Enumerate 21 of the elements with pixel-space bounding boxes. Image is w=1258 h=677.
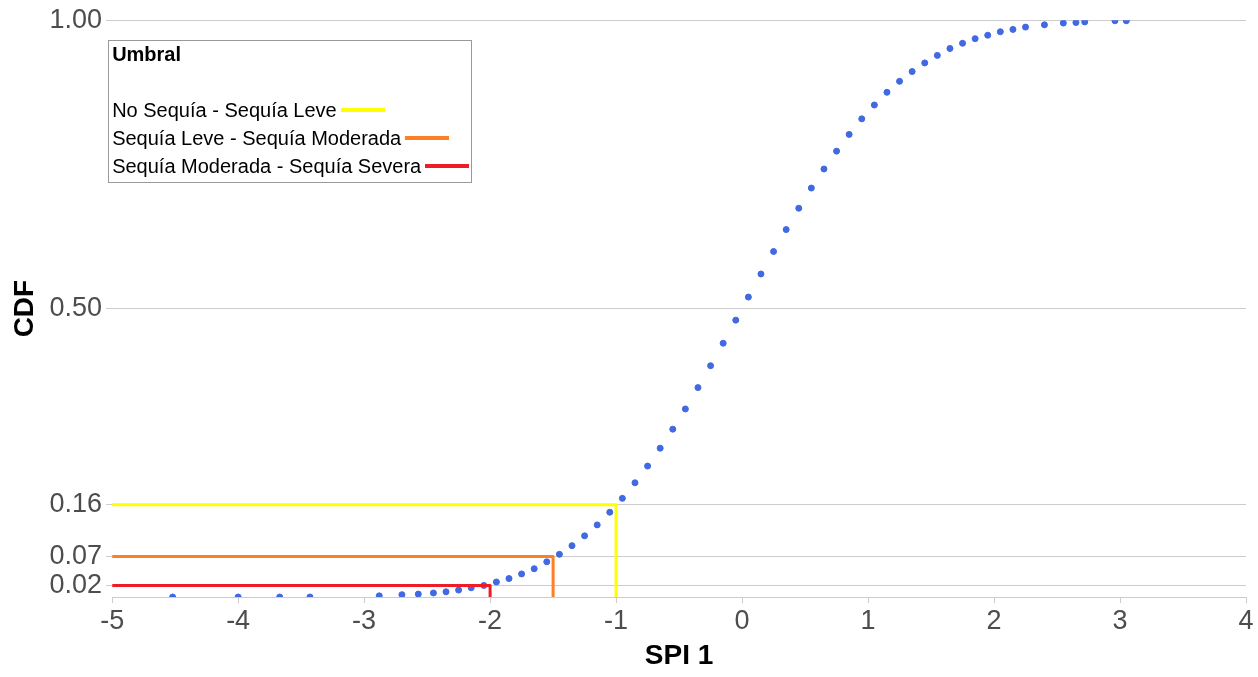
y-tick-label: 0.07	[49, 540, 103, 571]
y-axis-title: CDF	[7, 279, 39, 338]
x-axis-title: SPI 1	[644, 638, 714, 670]
x-tick-label: -1	[604, 604, 629, 635]
legend-label: Sequía Moderada - Sequía Severa	[112, 154, 422, 178]
x-tick-label: 2	[986, 604, 1002, 635]
legend-title: Umbral	[112, 43, 183, 67]
x-tick-label: 3	[1112, 604, 1128, 635]
x-tick-label: 4	[1238, 604, 1254, 635]
legend-label: Sequía Leve - Sequía Moderada	[112, 126, 402, 150]
y-tick-label: 0.02	[49, 568, 103, 599]
legend-label: No Sequía - Sequía Leve	[112, 98, 337, 122]
y-tick-label: 1.00	[49, 3, 103, 34]
x-tick-label: 0	[734, 604, 750, 635]
y-tick-label: 0.50	[49, 292, 103, 323]
x-tick-label: -2	[478, 604, 503, 635]
x-tick-label: -3	[352, 604, 377, 635]
x-tick-label: 1	[860, 604, 876, 635]
y-tick-label: 0.16	[49, 488, 103, 519]
x-tick-label: -4	[226, 604, 251, 635]
x-tick-label: -5	[100, 604, 125, 635]
